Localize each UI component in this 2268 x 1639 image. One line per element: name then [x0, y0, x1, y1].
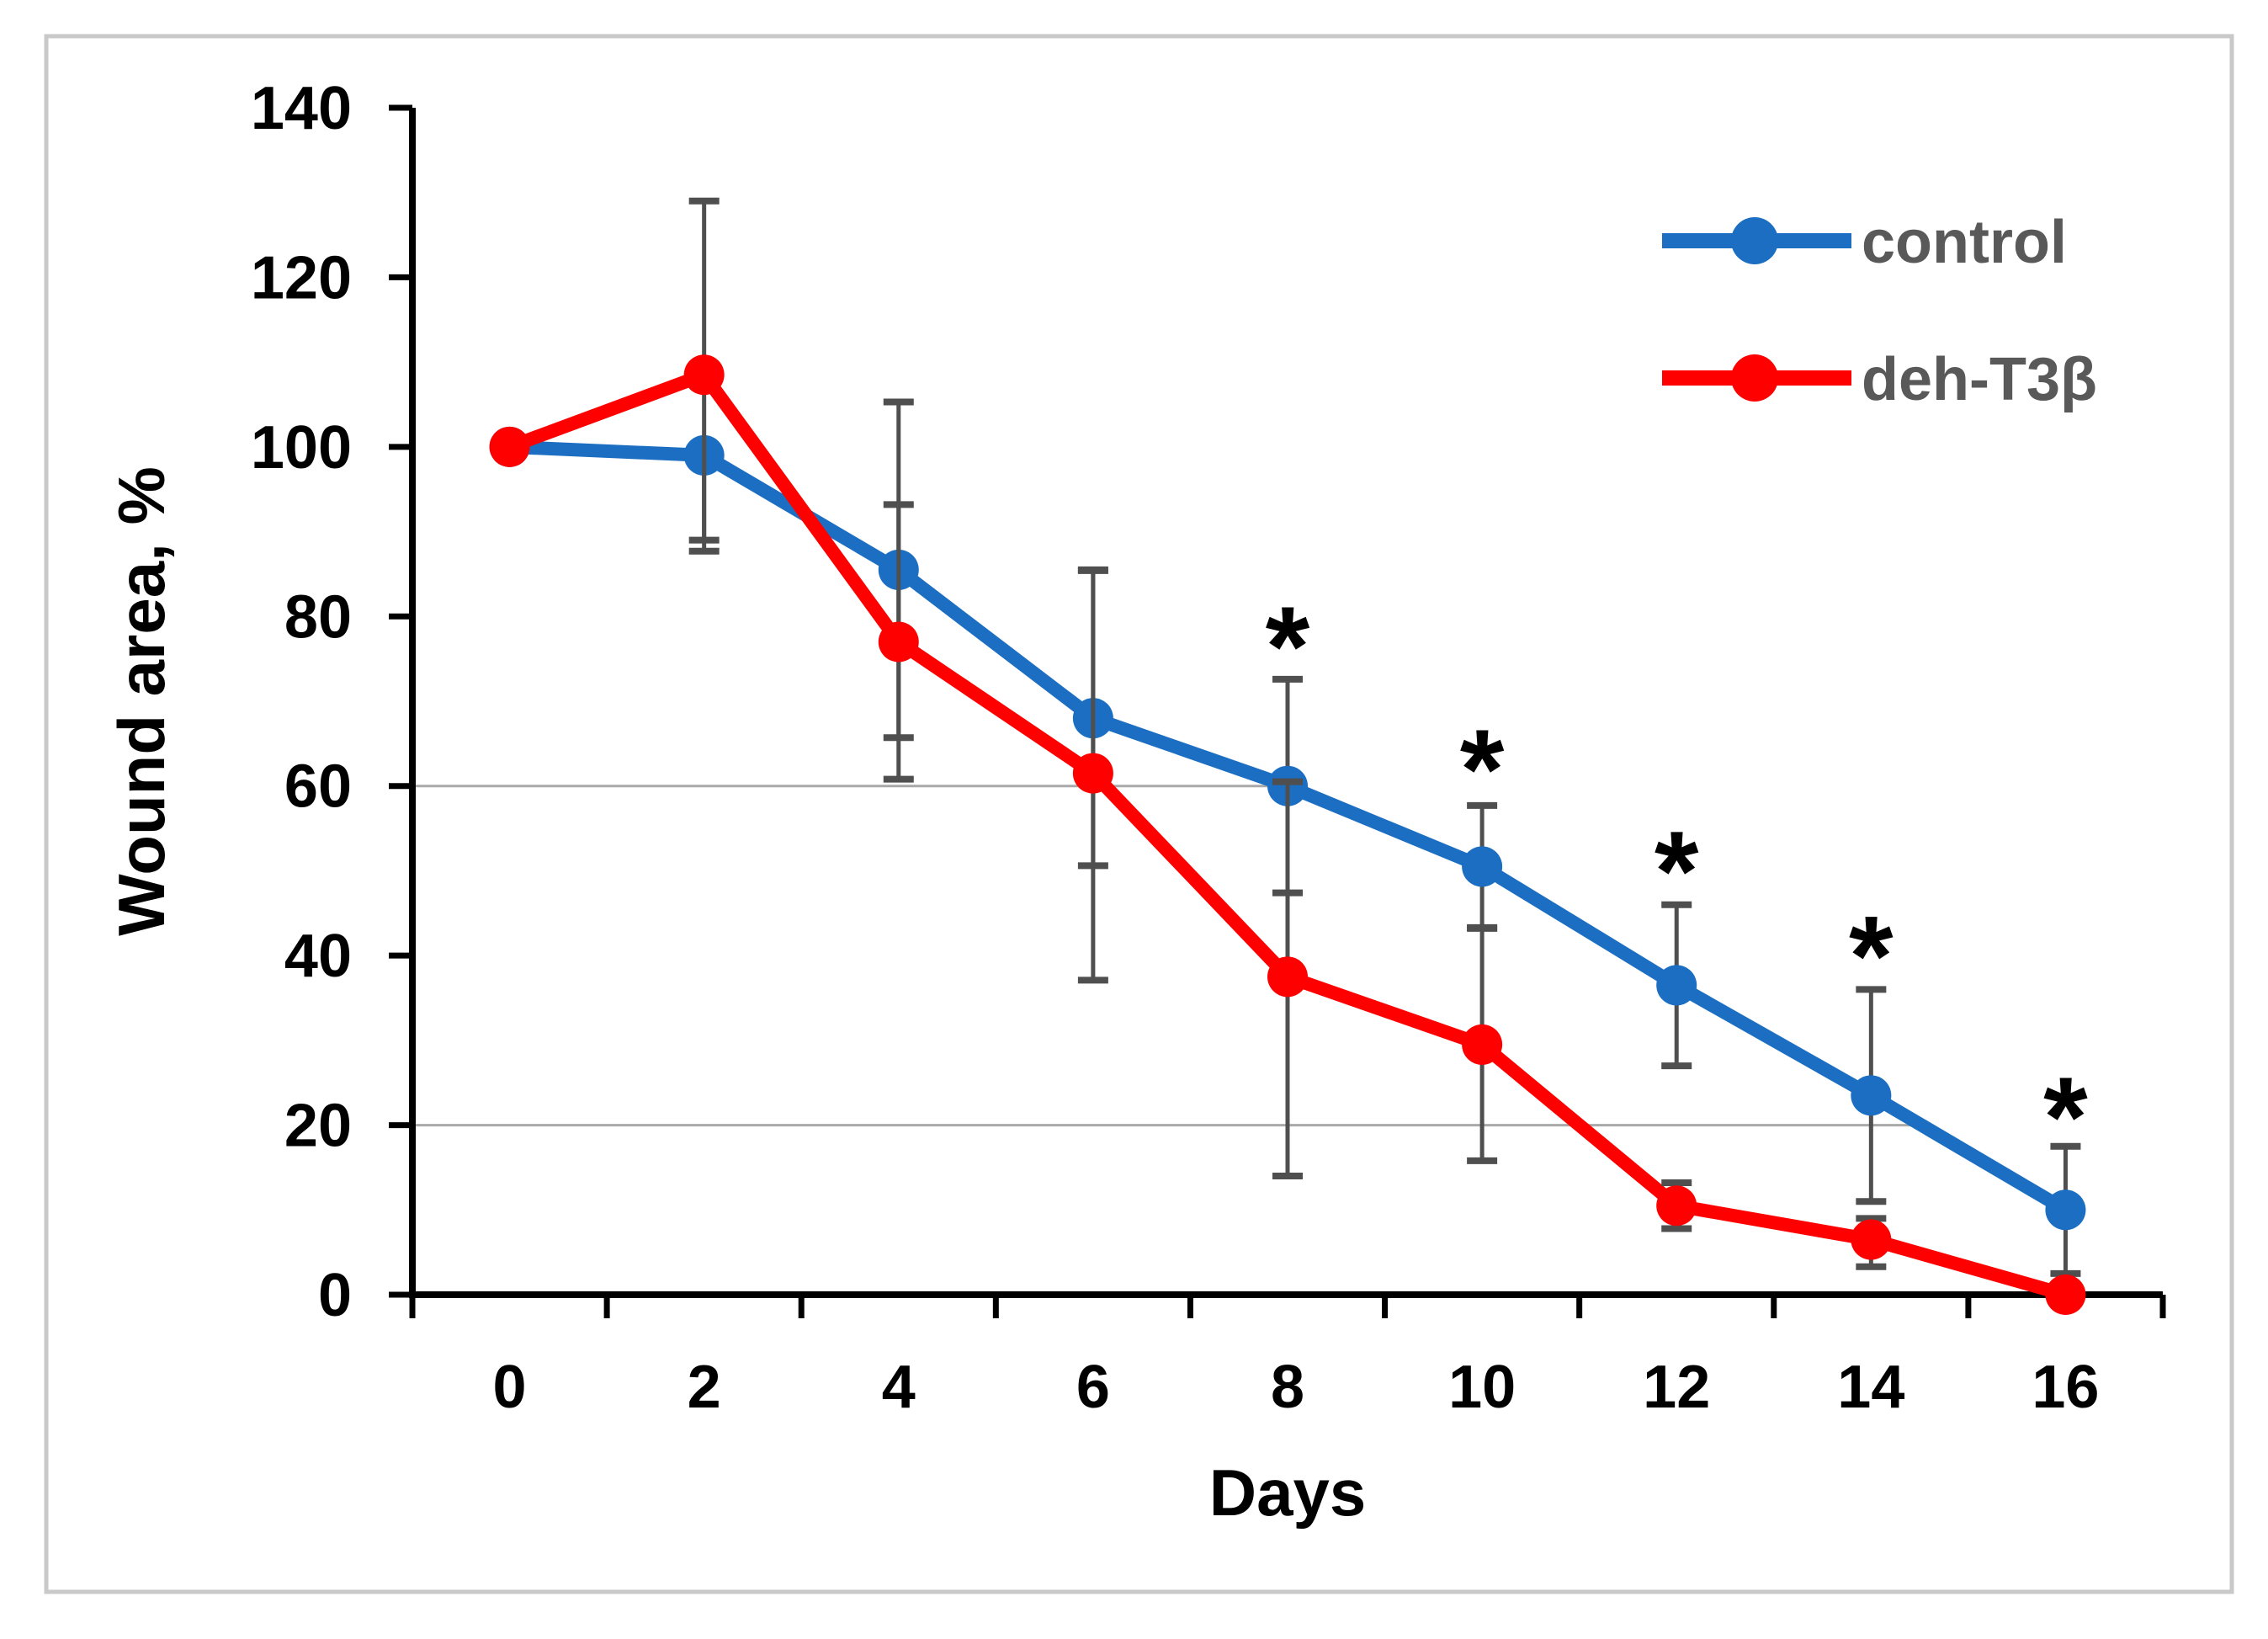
- deh-t3b-marker-day14: [1851, 1219, 1892, 1260]
- x-axis-title: Days: [1209, 1455, 1366, 1530]
- significance-asterisks: * * * * *: [1266, 583, 2088, 1180]
- legend-marker-control: [1731, 217, 1778, 264]
- deh-t3b-marker-day6: [1072, 753, 1113, 794]
- control-marker-day12: [1656, 965, 1697, 1006]
- legend-item-deh-t3b: deh-T3β: [1662, 346, 2097, 413]
- tick-labels: 0 20 40 60 80 100 120 140 0 2 4 6 8 10 12 14 16: [251, 75, 2100, 1421]
- y-tick-label-20: 20: [284, 1093, 352, 1160]
- x-tick-label-6: 6: [1076, 1354, 1110, 1421]
- y-tick-label-120: 120: [251, 244, 352, 311]
- legend-item-control: control: [1662, 209, 2067, 276]
- y-axis-title: Wound area, %: [104, 466, 178, 936]
- deh-t3b-marker-day8: [1267, 956, 1308, 998]
- data-series: [489, 197, 2086, 1315]
- deh-t3b-marker-day12: [1656, 1185, 1697, 1227]
- control-marker-day14: [1851, 1075, 1892, 1116]
- asterisk-day8: *: [1266, 583, 1310, 710]
- x-tick-label-0: 0: [493, 1354, 527, 1421]
- control-marker-day10: [1462, 846, 1503, 887]
- y-tick-label-60: 60: [284, 753, 352, 821]
- x-tick-label-4: 4: [882, 1354, 916, 1421]
- x-tick-label-12: 12: [1643, 1354, 1710, 1421]
- x-tick-label-16: 16: [2032, 1354, 2099, 1421]
- asterisk-day16: *: [2043, 1053, 2088, 1180]
- y-tick-label-40: 40: [284, 923, 352, 990]
- asterisk-day12: *: [1655, 807, 1699, 934]
- control-marker-day16: [2045, 1189, 2086, 1231]
- axes: [389, 104, 2166, 1318]
- deh-t3b-marker-day4: [878, 621, 919, 663]
- y-tick-label-100: 100: [251, 414, 352, 482]
- legend: control deh-T3β: [1662, 209, 2097, 413]
- legend-label-deh-t3b: deh-T3β: [1862, 346, 2097, 413]
- asterisk-day14: *: [1849, 892, 1894, 1019]
- y-tick-label-80: 80: [284, 583, 352, 651]
- asterisk-day10: *: [1460, 705, 1505, 833]
- x-tick-label-10: 10: [1448, 1354, 1516, 1421]
- series-deh-t3b: [489, 197, 2086, 1315]
- partial-gridlines: [412, 785, 1920, 1127]
- x-tick-label-8: 8: [1271, 1354, 1304, 1421]
- x-tick-label-2: 2: [688, 1354, 721, 1421]
- deh-t3b-marker-day2: [683, 354, 725, 396]
- x-tick-label-14: 14: [1837, 1354, 1904, 1421]
- deh-t3b-marker-day16: [2045, 1274, 2086, 1315]
- legend-label-control: control: [1862, 209, 2067, 276]
- y-tick-label-140: 140: [251, 75, 352, 142]
- y-tick-label-0: 0: [318, 1262, 352, 1329]
- legend-marker-deh-t3b: [1731, 354, 1778, 402]
- deh-t3b-marker-day0: [489, 426, 530, 467]
- deh-t3b-marker-day10: [1462, 1024, 1503, 1065]
